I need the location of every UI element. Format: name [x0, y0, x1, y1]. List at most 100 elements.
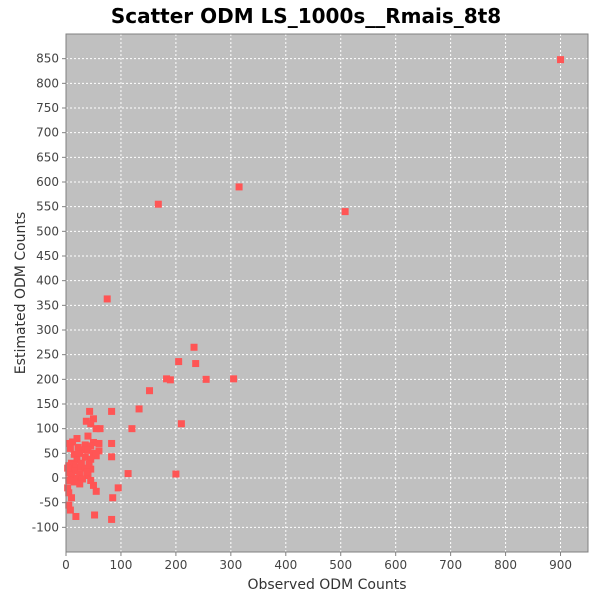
data-point — [76, 470, 84, 478]
plot-border — [65, 33, 589, 553]
data-point — [557, 56, 565, 64]
data-point — [202, 375, 210, 383]
y-axis-label: Estimated ODM Counts — [13, 212, 29, 374]
data-point — [128, 425, 136, 433]
data-point — [163, 375, 171, 383]
data-point — [235, 183, 243, 191]
x-tick-label: 700 — [439, 558, 462, 572]
data-point — [108, 407, 116, 415]
data-point — [76, 480, 84, 488]
y-tick-label: 300 — [36, 323, 59, 337]
data-point — [172, 470, 180, 478]
data-point — [91, 511, 99, 519]
data-point — [70, 450, 78, 458]
data-point — [135, 405, 143, 413]
data-point — [76, 449, 84, 457]
y-tick-label: 150 — [36, 397, 59, 411]
x-tick-label: 100 — [109, 558, 132, 572]
data-point — [85, 460, 93, 468]
data-point — [92, 487, 100, 495]
y-tick-label: 250 — [36, 348, 59, 362]
data-point — [81, 441, 89, 449]
data-point — [86, 407, 94, 415]
data-point — [108, 515, 116, 523]
x-tick-label: 200 — [164, 558, 187, 572]
data-point — [70, 478, 78, 486]
data-point — [87, 465, 95, 473]
y-tick-label: 100 — [36, 422, 59, 436]
data-point — [82, 417, 90, 425]
data-point — [89, 481, 97, 489]
data-point — [177, 420, 185, 428]
y-tick-label: 600 — [36, 175, 59, 189]
x-tick-label: 300 — [219, 558, 242, 572]
axes — [62, 58, 562, 556]
x-tick-label: 600 — [384, 558, 407, 572]
y-tick-label: 550 — [36, 200, 59, 214]
data-point — [77, 459, 85, 467]
data-point — [175, 358, 183, 366]
data-point — [92, 452, 100, 460]
x-tick-label: 800 — [494, 558, 517, 572]
x-tick-label: 0 — [62, 558, 70, 572]
data-point — [166, 376, 174, 384]
data-point — [65, 476, 73, 484]
data-point — [72, 512, 80, 520]
tick-labels: 0 100 200 300 400 500 600 700 800 900 -100 -50 0 50 10… — [32, 52, 572, 572]
data-point — [89, 415, 97, 423]
data-point — [190, 343, 198, 351]
chart-title: Scatter ODM LS_1000s__Rmais_8t8 — [111, 4, 501, 28]
data-point — [66, 444, 74, 452]
data-point — [87, 455, 95, 463]
y-tick-label: 50 — [44, 446, 59, 460]
plot-area — [66, 34, 588, 552]
y-tick-label: 700 — [36, 126, 59, 140]
y-tick-label: 500 — [36, 224, 59, 238]
data-point — [230, 375, 238, 383]
data-point — [96, 425, 104, 433]
data-point — [103, 295, 111, 303]
data-point — [64, 464, 72, 472]
y-tick-label: -50 — [39, 496, 59, 510]
data-point — [87, 476, 95, 484]
data-point — [65, 501, 73, 509]
data-point — [66, 506, 74, 514]
data-point — [146, 387, 154, 395]
data-point — [73, 456, 81, 464]
x-axis-label: Observed ODM Counts — [247, 577, 406, 593]
x-tick-label: 400 — [274, 558, 297, 572]
data-point — [114, 484, 122, 492]
y-tick-label: 200 — [36, 372, 59, 386]
data-point — [64, 484, 72, 492]
data-point — [81, 464, 89, 472]
data-point — [74, 443, 82, 451]
data-point — [70, 461, 78, 469]
data-point — [192, 360, 200, 368]
data-point — [109, 494, 117, 502]
data-point — [95, 439, 103, 447]
data-point — [83, 468, 91, 476]
data-point — [341, 208, 349, 216]
x-tick-label: 900 — [549, 558, 572, 572]
y-tick-label: 450 — [36, 249, 59, 263]
grid-lines — [65, 34, 588, 552]
data-point — [95, 447, 103, 455]
y-tick-label: 800 — [36, 76, 59, 90]
data-point — [65, 469, 73, 477]
data-point — [73, 435, 81, 443]
data-point — [108, 453, 116, 461]
data-point — [124, 470, 132, 478]
data-point — [87, 442, 95, 450]
data-points — [64, 56, 565, 523]
data-point — [92, 425, 100, 433]
data-point — [67, 494, 75, 502]
x-tick-label: 500 — [329, 558, 352, 572]
data-point — [65, 489, 73, 497]
data-point — [73, 474, 81, 482]
data-point — [76, 463, 84, 471]
y-tick-label: 750 — [36, 101, 59, 115]
data-point — [108, 439, 116, 447]
y-tick-label: 350 — [36, 298, 59, 312]
data-point — [84, 446, 92, 454]
